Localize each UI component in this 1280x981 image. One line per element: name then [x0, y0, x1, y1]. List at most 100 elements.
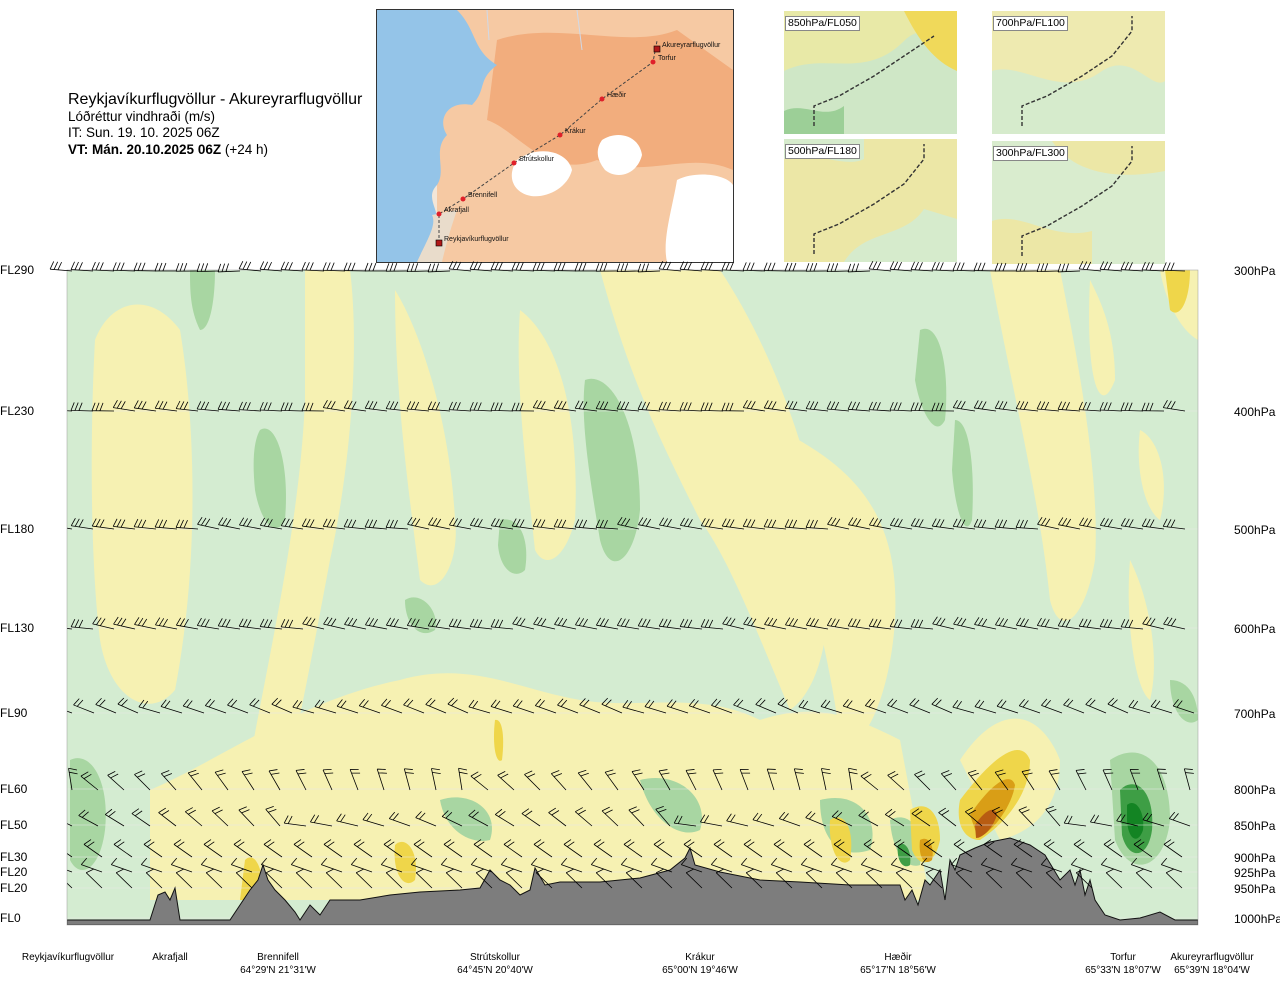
inset-label: 500hPa/FL180 [785, 144, 860, 159]
wind-barb [1120, 261, 1144, 272]
inset-300hpa: 300hPa/FL300 [992, 141, 1165, 264]
wind-barb [848, 517, 871, 530]
wind-barb [973, 518, 997, 530]
waypoint-label: Akureyrarflugvöllur 65°39'N 18°04'W [1152, 951, 1272, 977]
wind-barb [512, 616, 535, 630]
wind-barb [344, 617, 367, 630]
wind-barb [322, 768, 334, 791]
wind-barb [91, 261, 115, 272]
wind-barb [280, 402, 304, 412]
waypoint-name: Torfur [1110, 952, 1136, 963]
wind-barb [805, 263, 829, 272]
wind-barb [858, 809, 879, 827]
wind-barb [1105, 868, 1123, 889]
wind-barb [70, 619, 94, 630]
wind-barb [884, 808, 905, 827]
wind-barb [803, 839, 823, 858]
wind-barb [638, 517, 661, 530]
wind-barb [865, 868, 883, 889]
wind-barb [742, 518, 766, 530]
wind-barb [260, 857, 283, 873]
flight-level-label: FL20 [0, 865, 28, 879]
wind-barb [145, 868, 163, 889]
wind-barb [996, 699, 1019, 714]
waypoint-name: Akrafjall [152, 952, 188, 963]
wind-barb [574, 519, 598, 530]
wind-barb [113, 616, 136, 630]
wind-barb [563, 839, 583, 858]
wind-barb [994, 519, 1018, 530]
wind-barb [490, 699, 513, 714]
wind-barb [1073, 839, 1093, 858]
wind-barb [1099, 261, 1123, 272]
wind-barb [805, 519, 829, 530]
wind-barb [1142, 812, 1165, 827]
pressure-level-label: 600hPa [1234, 622, 1276, 636]
wind-barb [1075, 769, 1087, 791]
wind-barb [1162, 518, 1186, 530]
wind-barb [1142, 616, 1165, 630]
wind-barb [910, 402, 934, 412]
wind-barb [1141, 518, 1165, 530]
wind-barb [490, 518, 514, 530]
wind-barb [833, 839, 853, 858]
wind-barb [1037, 516, 1060, 530]
wind-barb [1078, 618, 1102, 630]
pressure-level-label: 700hPa [1234, 707, 1276, 721]
wind-barb [887, 698, 909, 714]
wind-barb [233, 839, 253, 858]
wind-barb [196, 401, 220, 412]
wind-barb [577, 769, 593, 791]
wind-barb [658, 618, 682, 630]
map-point-label: Akrafjall [444, 207, 469, 214]
wind-barb [80, 857, 103, 873]
wind-barb [349, 768, 361, 791]
wind-barb [1036, 401, 1060, 412]
wind-barb [763, 518, 787, 530]
wind-barb [415, 868, 433, 889]
waypoint-coord: 64°29'N 21°31'W [240, 965, 316, 976]
wind-barb [820, 699, 843, 714]
wind-barb [637, 618, 661, 630]
wind-barb [441, 810, 463, 827]
wind-barb [154, 519, 178, 530]
wind-barb [263, 839, 283, 858]
wind-barb [700, 518, 724, 530]
wind-barb [271, 697, 293, 714]
wind-barb [110, 857, 133, 873]
wind-barb [869, 517, 892, 530]
wind-barb [650, 857, 673, 873]
wind-barb [532, 262, 556, 272]
wind-barb [1048, 769, 1061, 791]
map-marker [460, 196, 466, 202]
inset-850hpa-map [784, 11, 957, 134]
wind-barb [655, 868, 673, 889]
wind-barb [211, 806, 229, 827]
wind-barb [575, 807, 593, 827]
wind-barb [1107, 697, 1129, 714]
wind-barb [940, 770, 957, 791]
wind-barb [1057, 618, 1081, 630]
wind-barb [512, 699, 535, 714]
wind-barb [983, 839, 1003, 858]
wind-barb [965, 807, 983, 827]
wind-barb [1099, 517, 1123, 530]
wind-barb [831, 810, 853, 827]
wind-barb [616, 401, 640, 412]
issue-time: IT: Sun. 19. 10. 2025 06Z [68, 125, 220, 141]
wind-barb [911, 808, 931, 827]
wind-barb [778, 811, 801, 827]
wind-barb [574, 400, 598, 412]
wind-barb [739, 768, 751, 791]
wind-barb [1162, 262, 1186, 272]
wind-barb [428, 517, 451, 530]
flight-level-label: FL90 [0, 706, 28, 720]
wind-barb [889, 401, 913, 412]
wind-barb [938, 807, 957, 827]
wind-barb [133, 262, 157, 272]
wind-barb [860, 771, 879, 791]
wind-barb [1100, 857, 1123, 873]
wind-barb [175, 519, 199, 530]
wind-barb [805, 617, 829, 630]
wind-barb [80, 771, 99, 791]
